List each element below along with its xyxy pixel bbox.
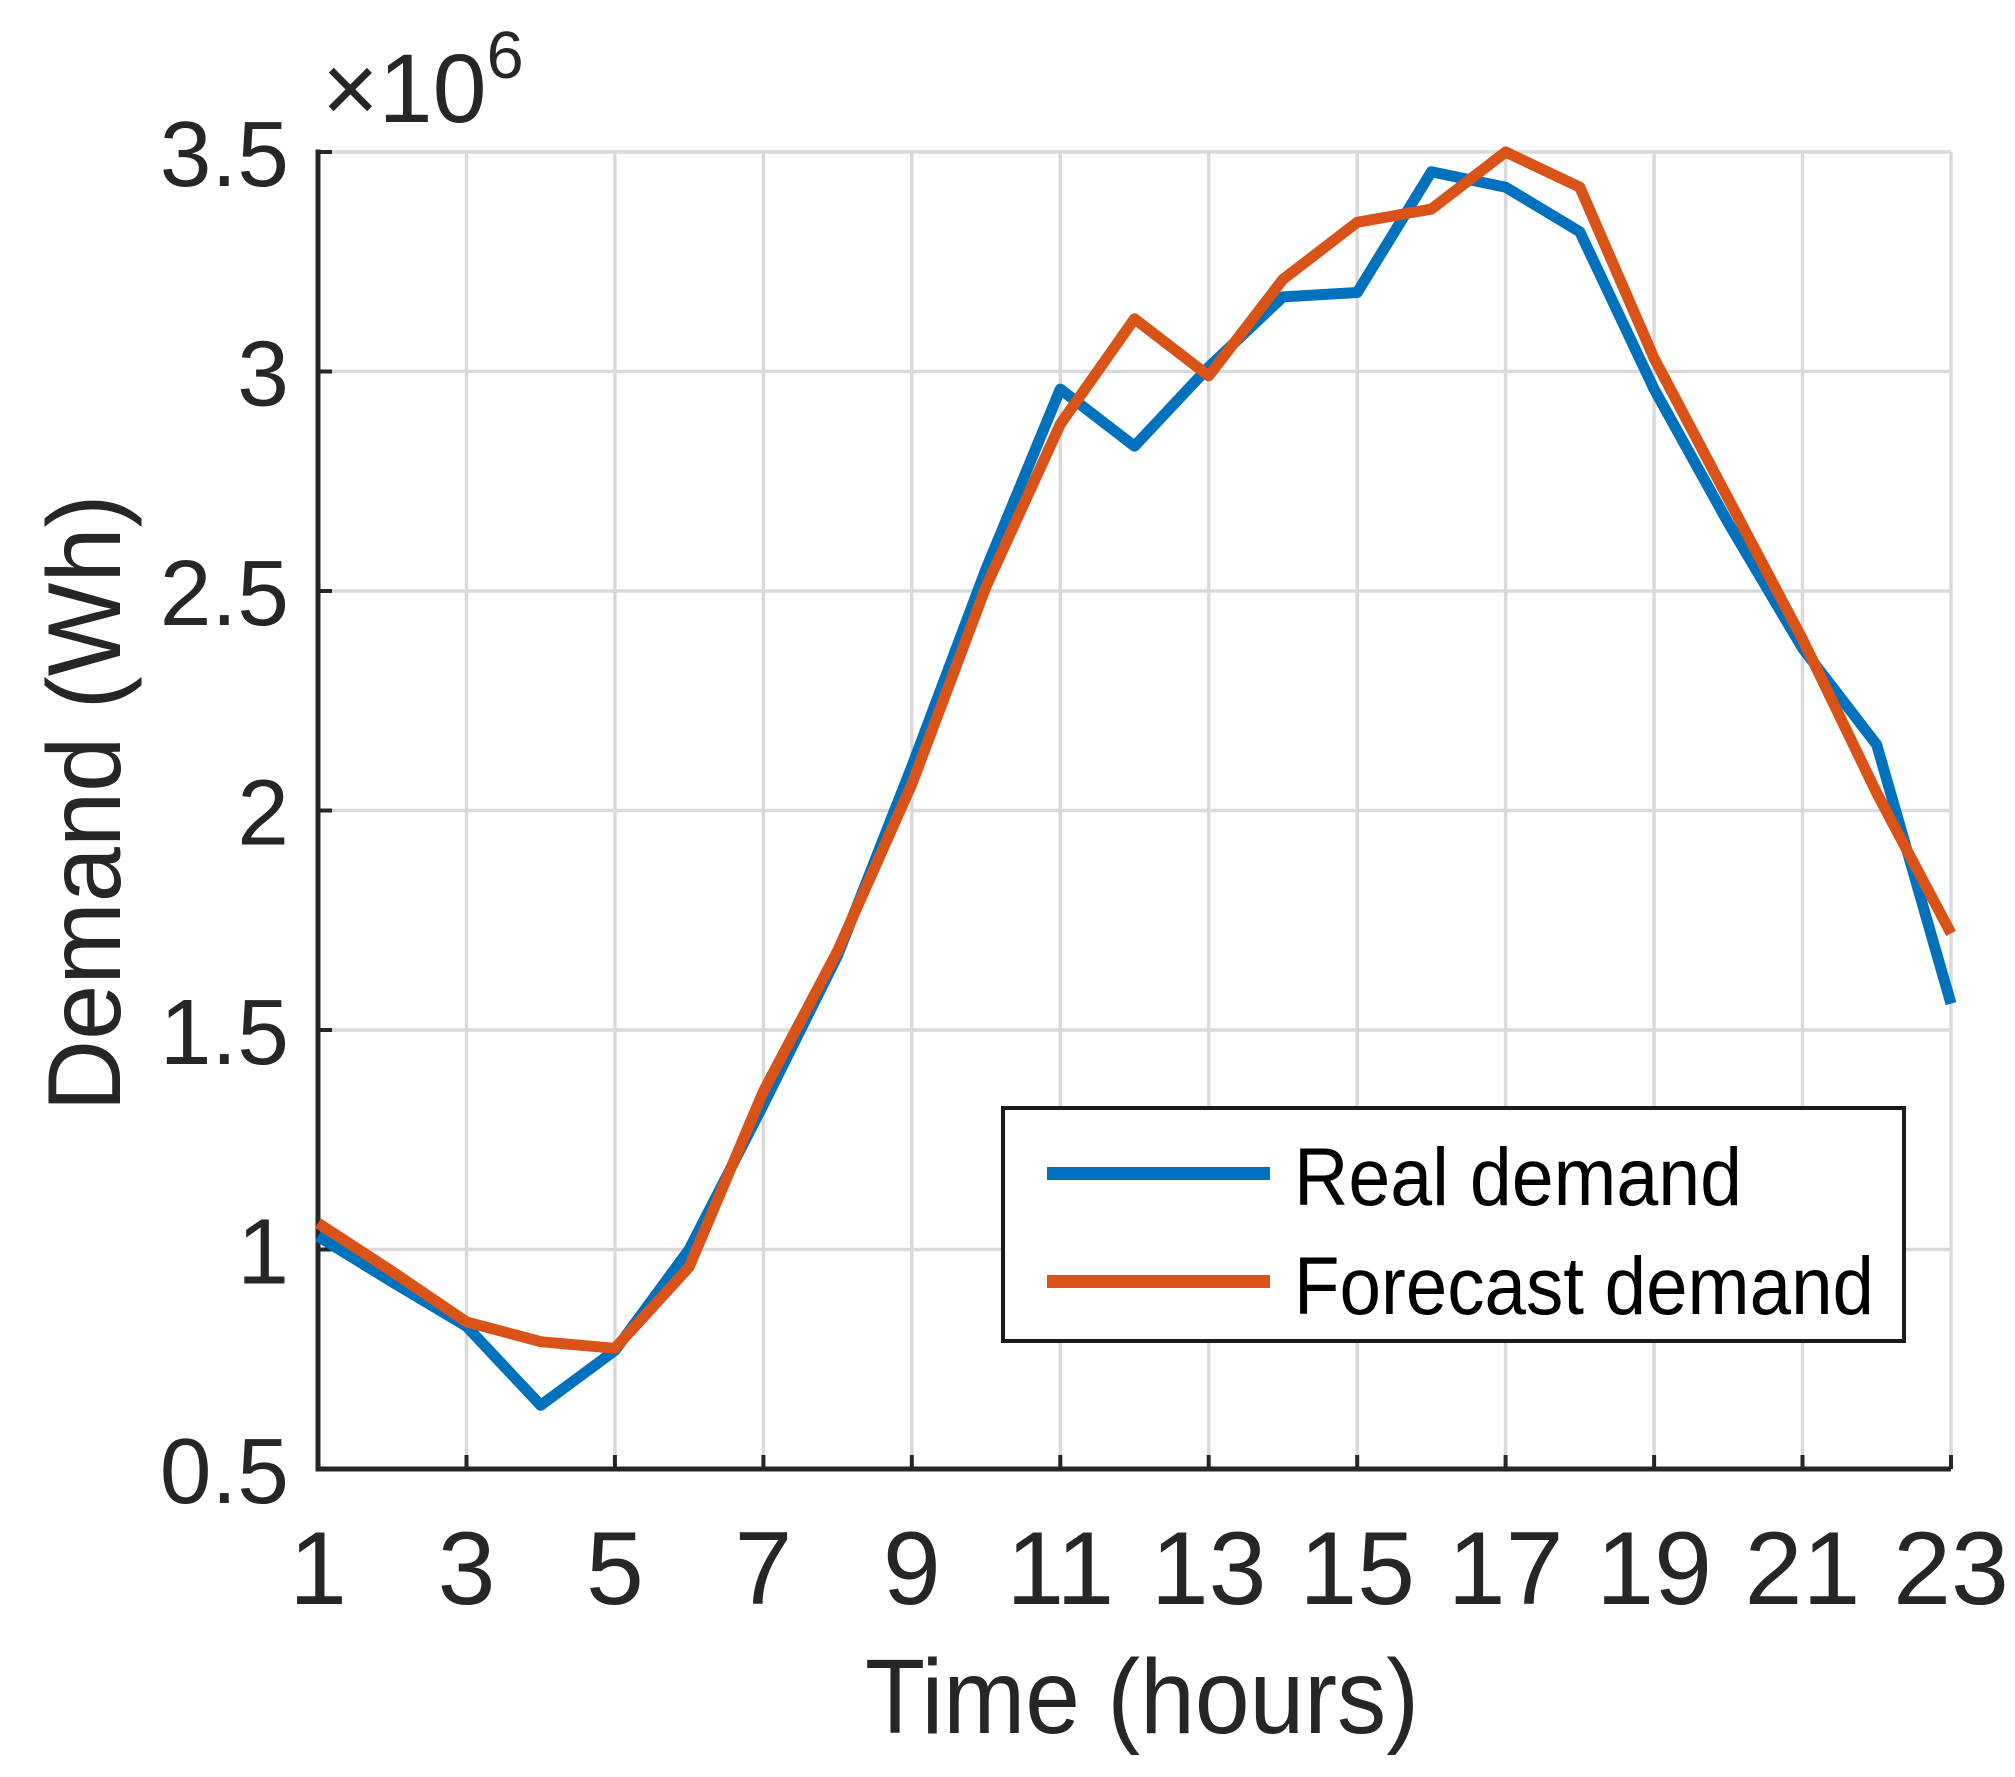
svg-text:Forecast demand: Forecast demand xyxy=(1294,1241,1874,1332)
svg-text:17: 17 xyxy=(1448,1511,1564,1627)
svg-text:21: 21 xyxy=(1745,1511,1861,1627)
svg-text:0.5: 0.5 xyxy=(160,1419,289,1523)
svg-text:11: 11 xyxy=(1006,1511,1114,1627)
svg-text:2: 2 xyxy=(237,761,289,865)
svg-text:3.5: 3.5 xyxy=(160,102,289,206)
svg-text:3: 3 xyxy=(438,1511,496,1627)
svg-text:7: 7 xyxy=(734,1511,792,1627)
svg-text:19: 19 xyxy=(1596,1511,1712,1627)
svg-text:1: 1 xyxy=(237,1200,289,1304)
svg-text:5: 5 xyxy=(586,1511,644,1627)
svg-text:9: 9 xyxy=(883,1511,941,1627)
svg-text:1: 1 xyxy=(289,1511,347,1627)
svg-text:23: 23 xyxy=(1893,1511,2009,1627)
svg-text:15: 15 xyxy=(1299,1511,1415,1627)
svg-text:Demand (Wh): Demand (Wh) xyxy=(27,495,143,1112)
svg-text:13: 13 xyxy=(1151,1511,1267,1627)
svg-text:3: 3 xyxy=(237,322,289,426)
svg-text:Time (hours): Time (hours) xyxy=(865,1638,1419,1756)
svg-text:1.5: 1.5 xyxy=(160,980,289,1084)
svg-text:2.5: 2.5 xyxy=(160,541,289,645)
svg-text:Real demand: Real demand xyxy=(1294,1132,1742,1223)
